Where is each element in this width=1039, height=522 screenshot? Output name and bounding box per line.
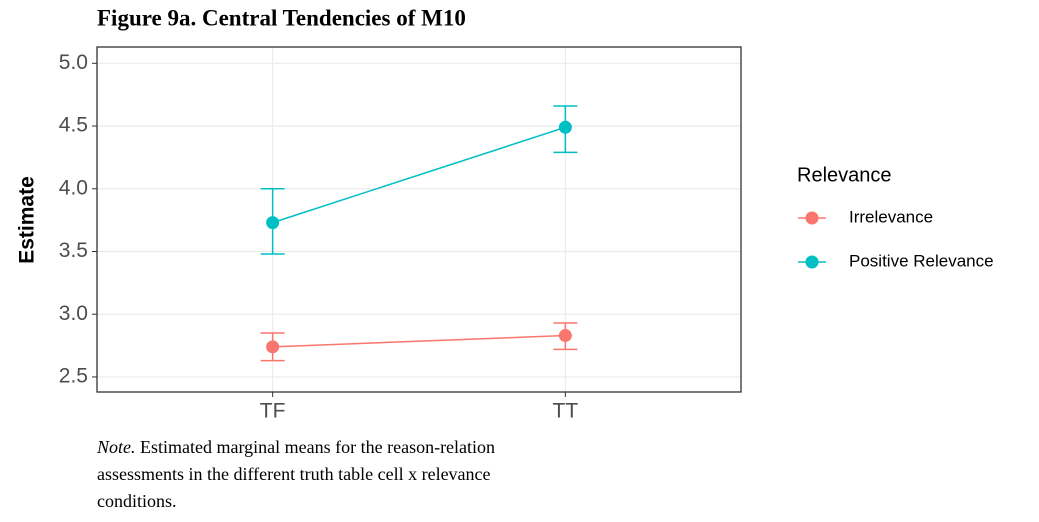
- point: [558, 329, 572, 343]
- x-tick-label: TT: [553, 400, 579, 423]
- y-tick-label: 2.5: [59, 364, 88, 387]
- y-axis-label: Estimate: [16, 176, 39, 264]
- point: [266, 340, 280, 354]
- x-tick-label: TF: [260, 400, 286, 423]
- y-tick-label: 3.5: [59, 239, 88, 262]
- y-tick-label: 3.0: [59, 302, 88, 325]
- plot-border: [96, 46, 742, 393]
- y-tick-label: 4.5: [59, 114, 88, 137]
- legend-label: Irrelevance: [849, 207, 933, 226]
- legend-key-point: [805, 211, 819, 225]
- point: [266, 216, 280, 230]
- legend-key-point: [805, 255, 819, 269]
- series-line: [272, 334, 566, 348]
- point: [558, 120, 572, 134]
- note-label: Note.: [97, 437, 136, 457]
- note-text: Estimated marginal means for the reason-…: [97, 437, 496, 511]
- note: Note. Estimated marginal means for the r…: [97, 434, 567, 515]
- y-tick-label: 4.0: [59, 176, 88, 199]
- chart-title: Figure 9a. Central Tendencies of M10: [97, 5, 466, 30]
- y-tick-label: 5.0: [59, 51, 88, 74]
- legend-label: Positive Relevance: [849, 251, 994, 270]
- legend-title: Relevance: [797, 164, 892, 186]
- series-line: [272, 126, 566, 224]
